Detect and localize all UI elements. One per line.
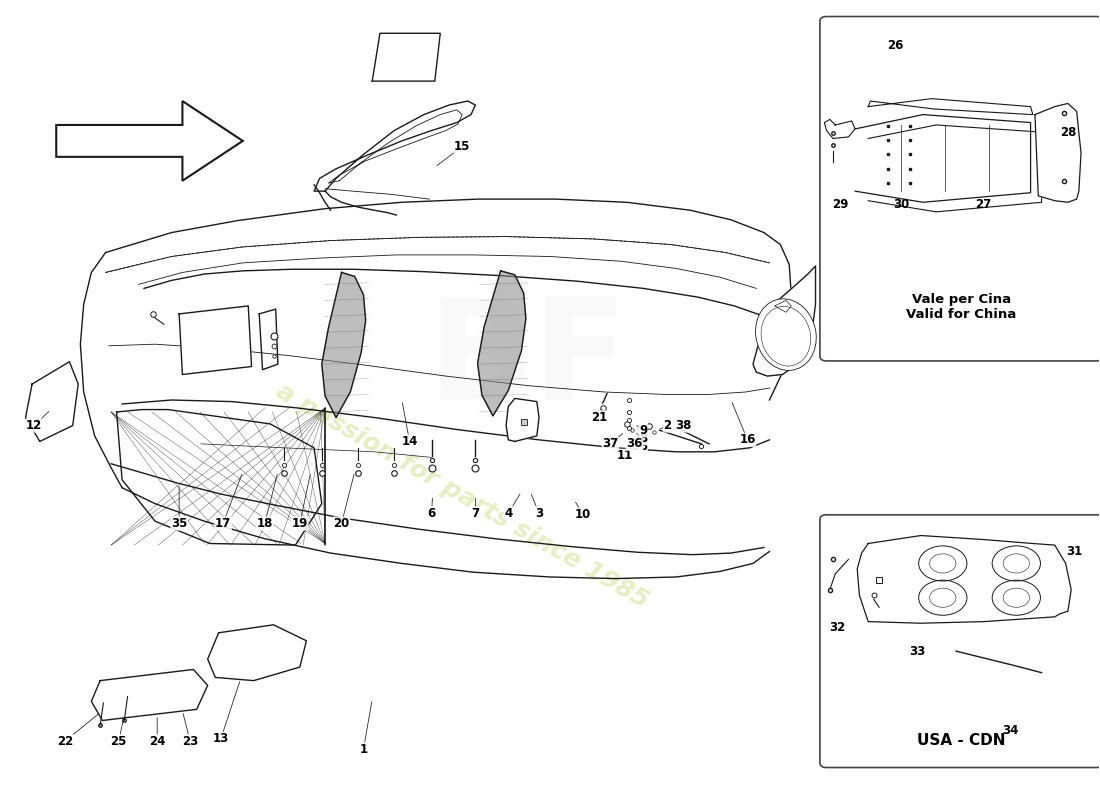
Polygon shape xyxy=(477,271,526,416)
Text: 31: 31 xyxy=(1066,545,1082,558)
Text: 6: 6 xyxy=(428,506,436,520)
Text: 11: 11 xyxy=(616,450,632,462)
Text: a passion for parts since 1985: a passion for parts since 1985 xyxy=(272,379,652,613)
Polygon shape xyxy=(56,101,243,181)
Text: 25: 25 xyxy=(111,734,126,748)
Text: 29: 29 xyxy=(833,198,849,211)
Polygon shape xyxy=(754,266,815,376)
Polygon shape xyxy=(91,670,208,721)
Text: 5: 5 xyxy=(639,440,648,453)
Text: 35: 35 xyxy=(170,517,187,530)
Text: 14: 14 xyxy=(402,435,418,448)
Text: 10: 10 xyxy=(575,508,591,522)
Polygon shape xyxy=(322,273,365,418)
Text: 7: 7 xyxy=(471,506,480,520)
Text: 19: 19 xyxy=(292,517,308,530)
Text: 26: 26 xyxy=(888,38,904,52)
Text: 20: 20 xyxy=(333,517,350,530)
Text: 18: 18 xyxy=(256,517,273,530)
Text: 15: 15 xyxy=(454,140,471,153)
Text: 28: 28 xyxy=(1059,126,1076,139)
Polygon shape xyxy=(857,535,1071,623)
Text: 8: 8 xyxy=(639,432,648,445)
Polygon shape xyxy=(208,625,307,681)
Text: 1: 1 xyxy=(360,742,367,756)
Text: 36: 36 xyxy=(626,438,642,450)
Text: 37: 37 xyxy=(602,438,618,450)
Polygon shape xyxy=(315,101,475,191)
Text: 34: 34 xyxy=(1002,724,1019,738)
Text: 4: 4 xyxy=(504,506,513,520)
FancyBboxPatch shape xyxy=(820,515,1100,767)
Text: BF: BF xyxy=(428,293,628,428)
Text: 16: 16 xyxy=(739,434,756,446)
Polygon shape xyxy=(25,362,78,442)
Text: 13: 13 xyxy=(212,732,229,746)
Text: 2: 2 xyxy=(663,419,671,432)
Text: 21: 21 xyxy=(592,411,607,424)
Text: 33: 33 xyxy=(910,645,926,658)
Polygon shape xyxy=(506,398,539,442)
Text: 22: 22 xyxy=(57,734,74,748)
Text: 32: 32 xyxy=(829,621,846,634)
Polygon shape xyxy=(855,114,1031,202)
Text: 23: 23 xyxy=(182,734,198,748)
Text: 27: 27 xyxy=(976,198,991,211)
Text: 12: 12 xyxy=(26,419,43,432)
Text: 17: 17 xyxy=(214,517,231,530)
Text: 24: 24 xyxy=(148,734,165,748)
Polygon shape xyxy=(1035,103,1081,202)
Text: 38: 38 xyxy=(675,419,692,432)
Text: 30: 30 xyxy=(893,198,910,211)
Ellipse shape xyxy=(756,299,816,370)
FancyBboxPatch shape xyxy=(820,17,1100,361)
Text: 9: 9 xyxy=(639,424,648,437)
Text: USA - CDN: USA - CDN xyxy=(917,733,1005,748)
Polygon shape xyxy=(179,306,252,374)
Text: 3: 3 xyxy=(535,506,543,520)
Text: Vale per Cina
Valid for China: Vale per Cina Valid for China xyxy=(906,293,1016,321)
Polygon shape xyxy=(372,34,440,81)
